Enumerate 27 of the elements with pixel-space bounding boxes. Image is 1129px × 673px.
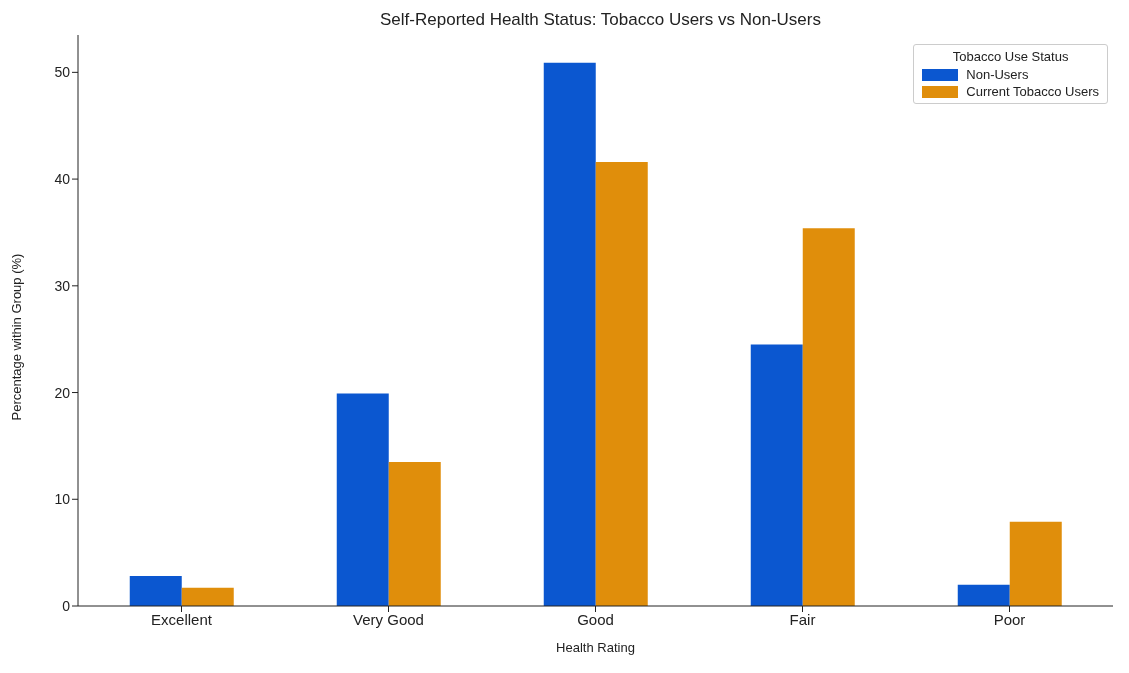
bar [336, 393, 389, 606]
x-tick-label: Good [577, 610, 614, 628]
bar [957, 584, 1010, 606]
y-tick-label: 0 [62, 597, 71, 614]
legend-label: Non-Users [966, 67, 1029, 82]
y-tick-label: 50 [54, 64, 71, 81]
y-tick-label: 10 [54, 491, 71, 508]
legend-title: Tobacco Use Status [951, 49, 1070, 64]
x-axis-title: Health Rating [556, 640, 635, 655]
chart-title: Self-Reported Health Status: Tobacco Users vs Non-Users [379, 10, 822, 30]
bar [1009, 521, 1062, 606]
x-tick-label: Poor [993, 610, 1026, 628]
bar [595, 162, 648, 606]
x-tick-label: Excellent [151, 610, 213, 628]
bar [388, 461, 441, 606]
x-tick-label: Fair [789, 610, 816, 628]
bar [802, 228, 855, 606]
bar [543, 62, 596, 606]
bar [181, 587, 234, 606]
y-tick-label: 30 [54, 277, 71, 294]
y-tick-label: 20 [54, 384, 71, 401]
y-tick-label: 40 [54, 171, 71, 188]
legend-label: Current Tobacco Users [966, 84, 1099, 99]
x-tick-label: Very Good [353, 610, 424, 628]
y-axis-title: Percentage within Group (%) [8, 253, 24, 421]
bar [129, 576, 182, 606]
bar [750, 344, 803, 606]
